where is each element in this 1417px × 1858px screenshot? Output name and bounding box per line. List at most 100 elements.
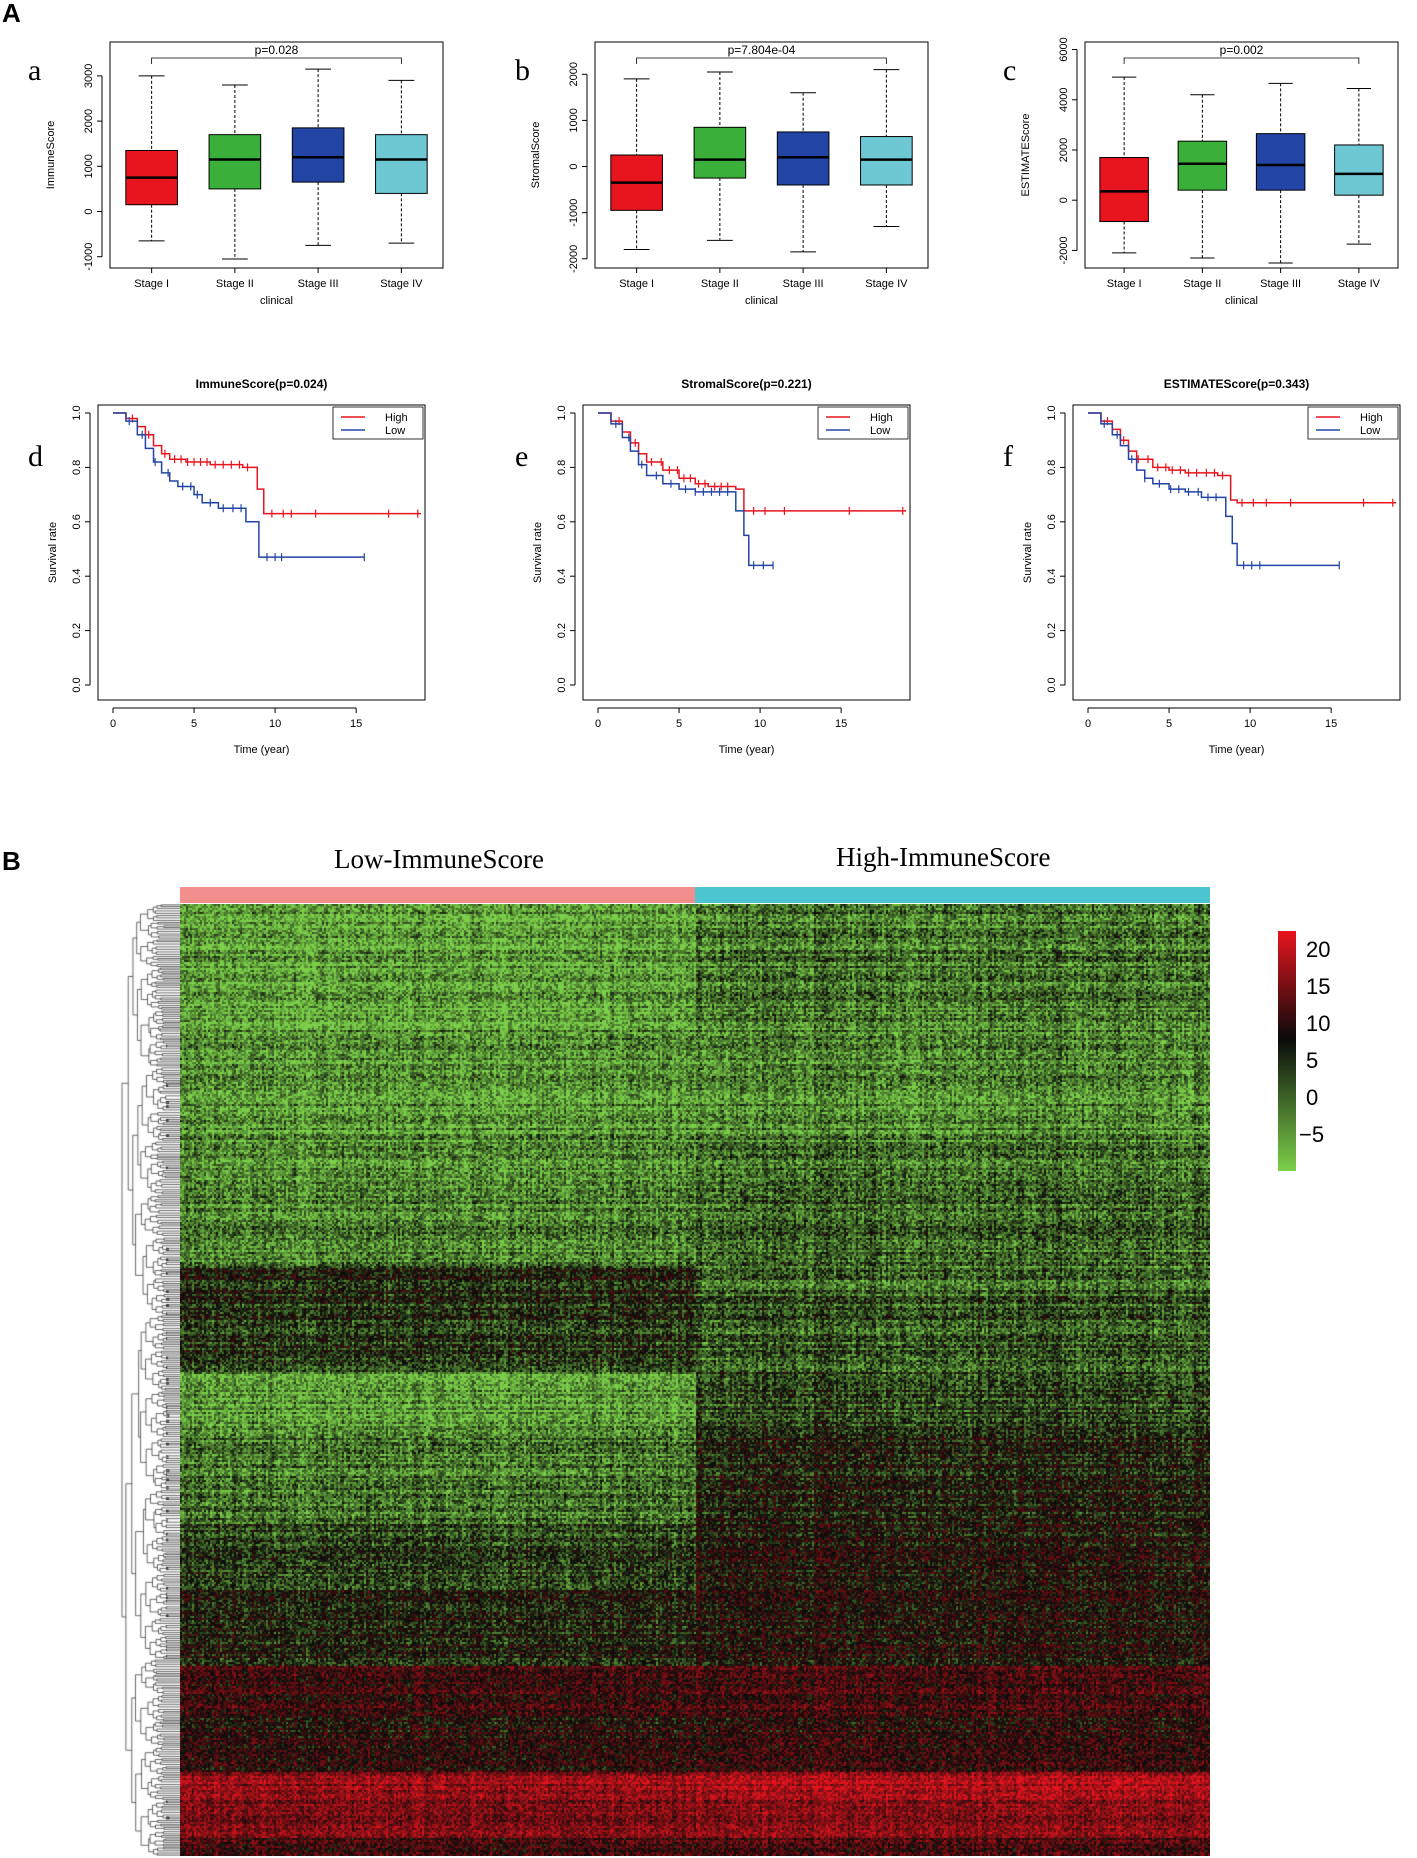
panel-label-B: B bbox=[2, 846, 21, 876]
sub-label-d: d bbox=[28, 440, 43, 473]
color-scale-bar bbox=[1278, 931, 1296, 1171]
color-scale-tick: 5 bbox=[1306, 1048, 1319, 1073]
x-tick-label: Stage I bbox=[134, 278, 169, 290]
plot-frame bbox=[97, 404, 426, 701]
x-tick-label: Stage III bbox=[298, 278, 339, 290]
sub-label-b: b bbox=[515, 54, 530, 87]
heatmap-grid bbox=[180, 904, 1210, 1856]
group-bar-high bbox=[695, 887, 1210, 903]
y-tick-label: 1000 bbox=[83, 154, 95, 178]
x-tick-label: 0 bbox=[110, 718, 116, 730]
survival-curve-low bbox=[598, 412, 774, 567]
box-iqr bbox=[291, 127, 345, 183]
group-label-high: High-ImmuneScore bbox=[836, 842, 1051, 872]
pvalue-label: p=0.002 bbox=[1220, 43, 1264, 57]
legend-box bbox=[1307, 406, 1399, 440]
x-tick-label: 15 bbox=[1325, 718, 1337, 730]
legend-label: Low bbox=[1360, 425, 1380, 437]
x-axis-label: clinical bbox=[260, 295, 293, 307]
x-tick-label: Stage IV bbox=[1338, 278, 1381, 290]
y-tick-label: 0.4 bbox=[71, 569, 83, 584]
y-tick-label: -1000 bbox=[568, 199, 580, 227]
x-axis-label: Time (year) bbox=[1209, 744, 1265, 756]
pvalue-bracket bbox=[151, 57, 402, 64]
x-tick-label: Stage IV bbox=[865, 278, 908, 290]
boxplot-stromalscore: -2000 -1000 0 1000 2000 StromalScore Stage I St… bbox=[530, 41, 929, 307]
group-label-low: Low-ImmuneScore bbox=[334, 844, 544, 874]
y-tick-label: -1000 bbox=[83, 243, 95, 271]
survival-curve-low bbox=[1088, 412, 1340, 567]
pvalue-label: p=0.028 bbox=[255, 43, 299, 57]
color-scale-tick: 20 bbox=[1306, 937, 1331, 962]
y-tick-label: 0.6 bbox=[71, 514, 83, 529]
x-tick-label: 15 bbox=[350, 718, 362, 730]
x-tick-label: 10 bbox=[754, 718, 766, 730]
sub-label-c: c bbox=[1003, 54, 1017, 87]
pvalue-label: p=7.804e-04 bbox=[728, 43, 796, 57]
legend-box bbox=[817, 406, 909, 440]
x-tick-label: Stage III bbox=[783, 278, 824, 290]
y-axis-label: ImmuneScore bbox=[45, 121, 57, 189]
color-scale-tick: 10 bbox=[1306, 1011, 1331, 1036]
y-tick-label: -2000 bbox=[568, 245, 580, 273]
survival-stromalscore: StromalScore(p=0.221) 0.0 0.2 0.4 0.6 0.8 1.0 S… bbox=[532, 377, 911, 756]
chart-title: ESTIMATEScore(p=0.343) bbox=[1164, 377, 1310, 391]
y-tick-label: 0.2 bbox=[1046, 623, 1058, 638]
x-tick-label: Stage IV bbox=[380, 278, 423, 290]
chart-title: StromalScore(p=0.221) bbox=[681, 377, 811, 391]
y-axis-label: Survival rate bbox=[532, 522, 544, 583]
sub-label-e: e bbox=[515, 440, 529, 473]
legend-label: High bbox=[1360, 412, 1383, 424]
x-axis-label: Time (year) bbox=[719, 744, 775, 756]
legend-label: Low bbox=[385, 425, 405, 437]
x-tick-label: Stage I bbox=[619, 278, 654, 290]
x-tick-label: Stage II bbox=[701, 278, 739, 290]
y-tick-label: 0.8 bbox=[556, 460, 568, 475]
y-tick-label: 1.0 bbox=[71, 405, 83, 420]
legend-box bbox=[332, 406, 424, 440]
y-tick-label: 0 bbox=[1058, 197, 1070, 203]
y-tick-label: 6000 bbox=[1058, 37, 1070, 61]
y-axis-label: StromalScore bbox=[530, 122, 542, 189]
y-tick-label: 0.6 bbox=[1046, 514, 1058, 529]
y-tick-label: 0.0 bbox=[1046, 677, 1058, 692]
legend-label: Low bbox=[870, 425, 890, 437]
y-tick-label: 1000 bbox=[568, 108, 580, 132]
pvalue-bracket bbox=[1123, 57, 1360, 64]
y-tick-label: 0.4 bbox=[556, 569, 568, 584]
y-tick-label: 2000 bbox=[1058, 138, 1070, 162]
legend-label: High bbox=[870, 412, 893, 424]
y-tick-label: 0.2 bbox=[556, 623, 568, 638]
x-tick-label: 0 bbox=[1085, 718, 1091, 730]
x-tick-label: 0 bbox=[595, 718, 601, 730]
x-axis-label: clinical bbox=[745, 295, 778, 307]
y-tick-label: 1.0 bbox=[1046, 405, 1058, 420]
y-tick-label: 0.0 bbox=[71, 677, 83, 692]
pvalue-bracket bbox=[636, 57, 887, 64]
x-axis-label: Time (year) bbox=[234, 744, 290, 756]
plot-frame bbox=[582, 404, 911, 701]
x-tick-label: 5 bbox=[676, 718, 682, 730]
y-axis-label: ESTIMATEScore bbox=[1020, 114, 1032, 197]
x-tick-label: 15 bbox=[835, 718, 847, 730]
x-tick-label: Stage II bbox=[216, 278, 254, 290]
x-tick-label: Stage II bbox=[1183, 278, 1221, 290]
row-dendrogram bbox=[120, 904, 180, 1856]
y-tick-label: 4000 bbox=[1058, 88, 1070, 112]
color-scale-tick: −5 bbox=[1299, 1122, 1325, 1147]
y-tick-label: 2000 bbox=[83, 109, 95, 133]
plot-frame bbox=[1072, 404, 1401, 701]
y-tick-label: 1.0 bbox=[556, 405, 568, 420]
legend-label: High bbox=[385, 412, 408, 424]
x-tick-label: 10 bbox=[269, 718, 281, 730]
box-iqr bbox=[375, 134, 428, 194]
y-tick-label: 2000 bbox=[568, 62, 580, 86]
y-tick-label: 0.6 bbox=[556, 514, 568, 529]
x-tick-label: Stage III bbox=[1260, 278, 1301, 290]
box-iqr bbox=[1334, 144, 1384, 196]
y-tick-label: 0 bbox=[568, 163, 580, 169]
color-scale-tick: 0 bbox=[1306, 1085, 1319, 1110]
y-tick-label: 0.0 bbox=[556, 677, 568, 692]
sub-label-f: f bbox=[1003, 440, 1013, 473]
y-tick-label: 0.4 bbox=[1046, 569, 1058, 584]
